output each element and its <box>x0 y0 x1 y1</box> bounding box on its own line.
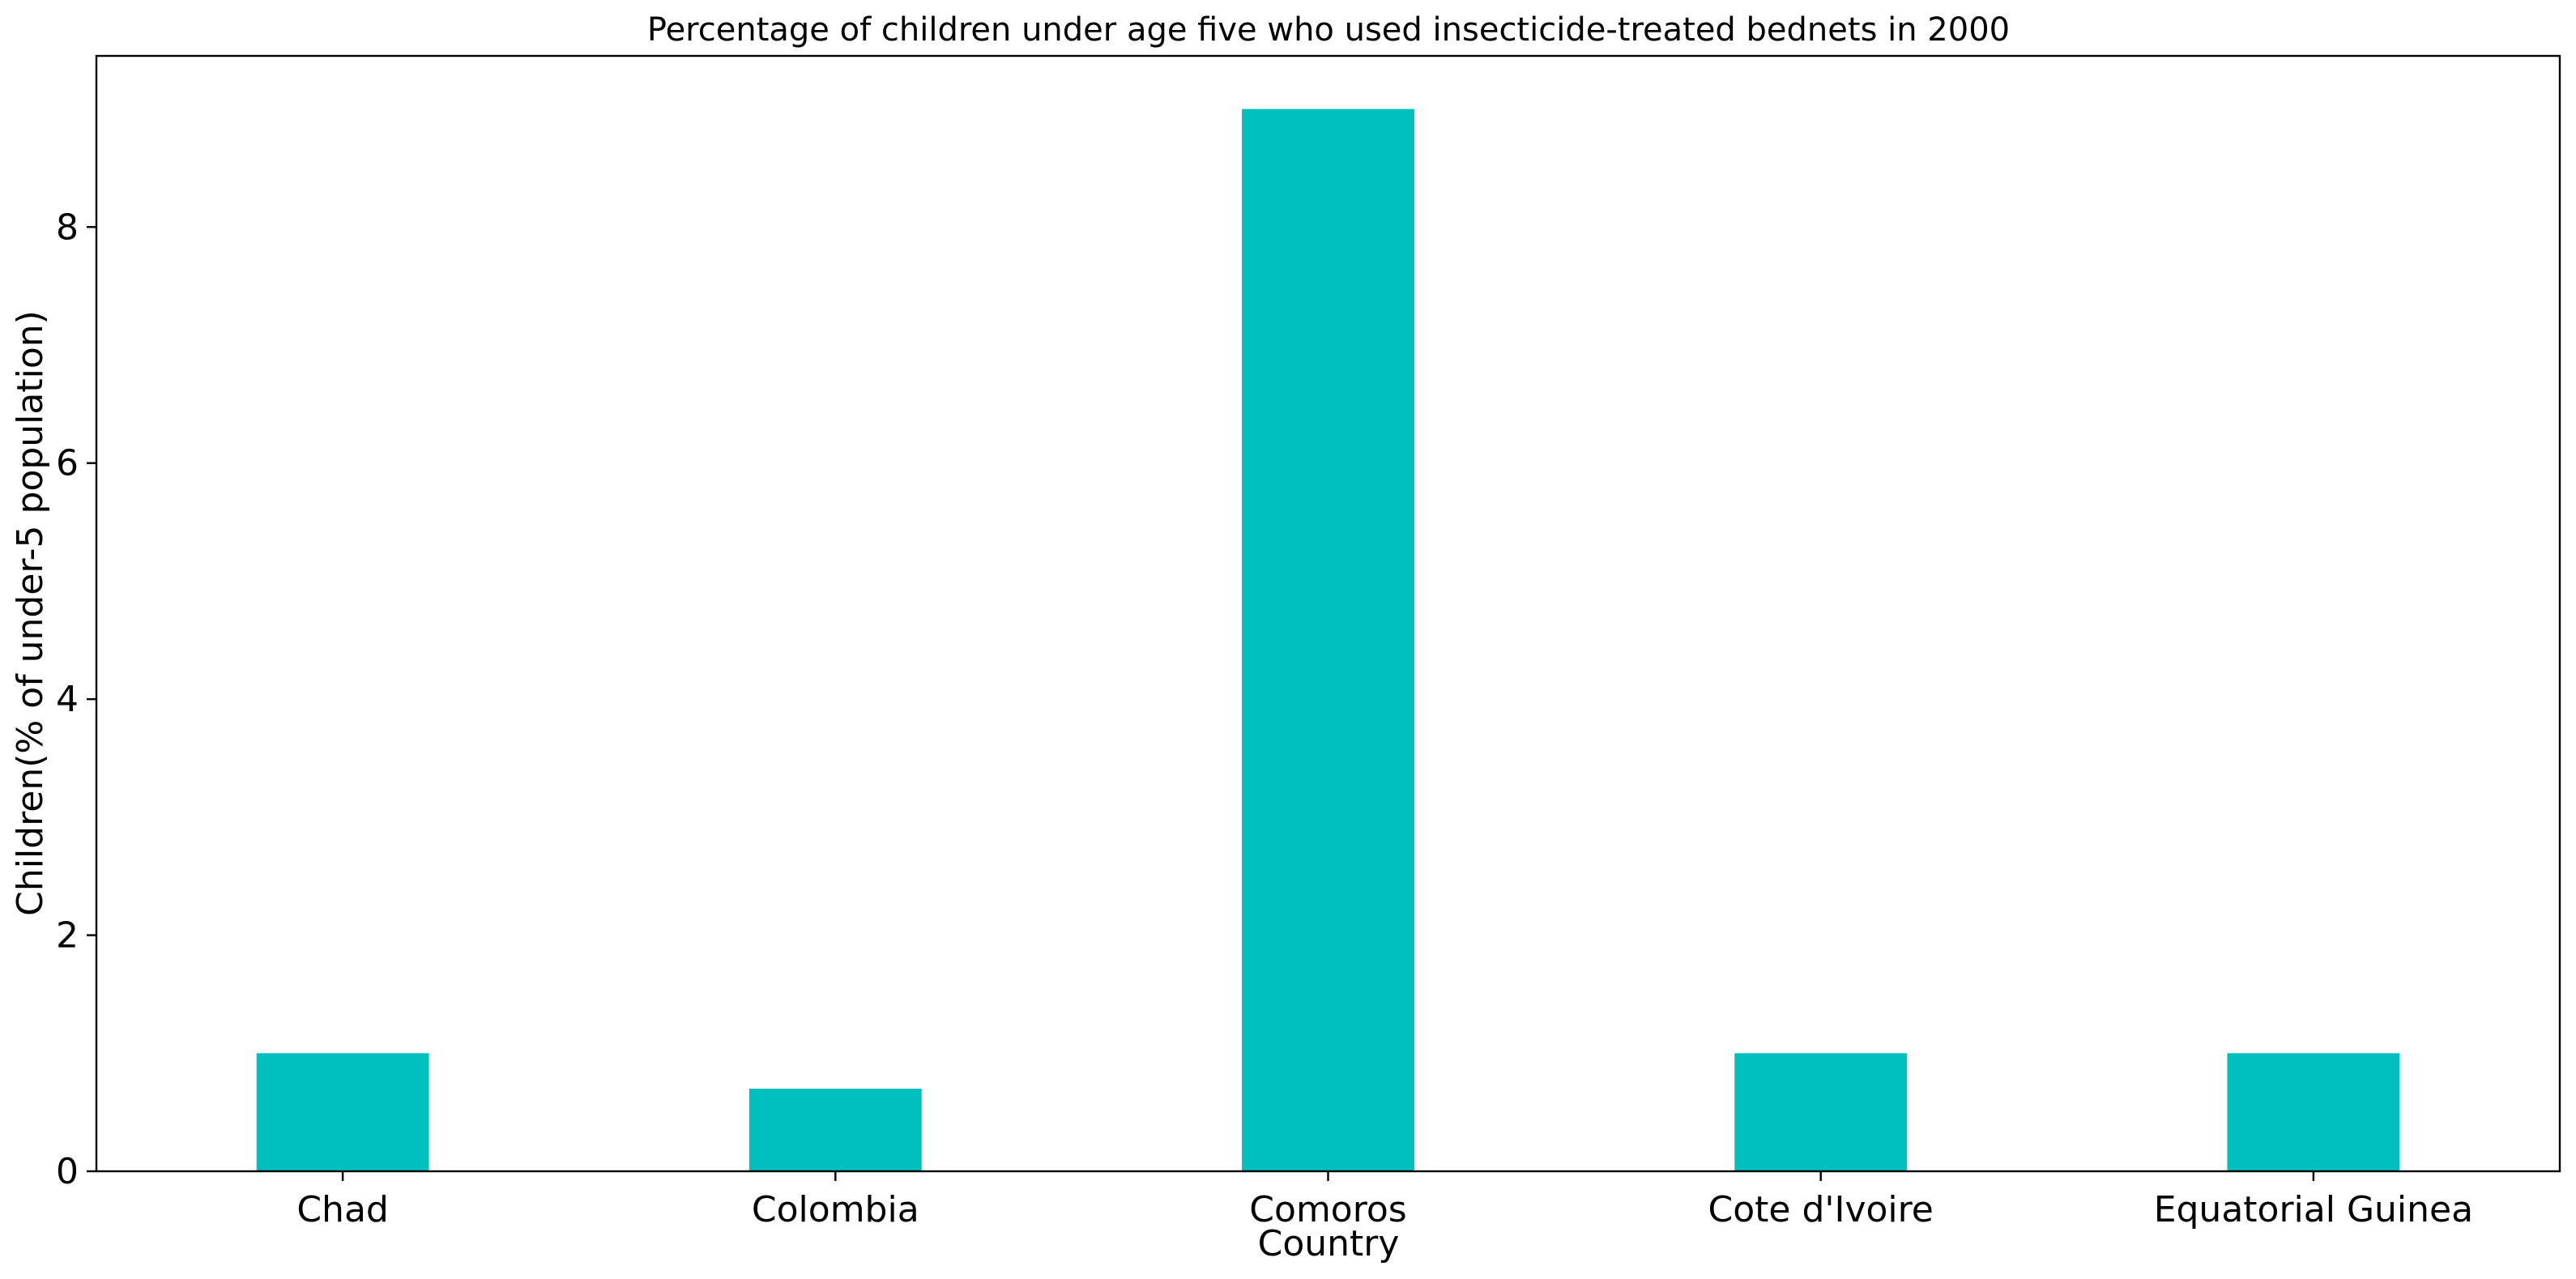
x-tick-label: Cote d'Ivoire <box>1708 1189 1934 1230</box>
y-tick-label: 2 <box>56 915 79 957</box>
x-tick-label: Comoros <box>1249 1189 1406 1230</box>
plot-area <box>256 109 2400 1171</box>
y-axis: 0 2 4 6 8 <box>56 207 96 1192</box>
y-tick-label: 0 <box>56 1151 79 1192</box>
y-tick-label: 6 <box>56 443 79 484</box>
x-tick-label: Equatorial Guinea <box>2154 1189 2473 1230</box>
y-axis-label: Children(% of under-5 population) <box>10 310 51 916</box>
bar-chad <box>256 1053 429 1171</box>
bar-comoros <box>1242 109 1414 1171</box>
x-axis-label: Country <box>1258 1223 1400 1264</box>
y-tick-label: 8 <box>56 207 79 248</box>
y-tick-label: 4 <box>56 679 79 720</box>
x-tick-label: Colombia <box>752 1189 919 1230</box>
bar-cote-d-ivoire <box>1734 1053 1908 1171</box>
x-tick-label: Chad <box>296 1189 389 1230</box>
bar-equatorial-guinea <box>2227 1053 2400 1171</box>
bar-colombia <box>748 1089 922 1171</box>
x-axis: Chad Colombia Comoros Cote d'Ivoire Equatori… <box>296 1171 2473 1230</box>
chart-title: Percentage of children under age five wh… <box>647 11 2010 49</box>
